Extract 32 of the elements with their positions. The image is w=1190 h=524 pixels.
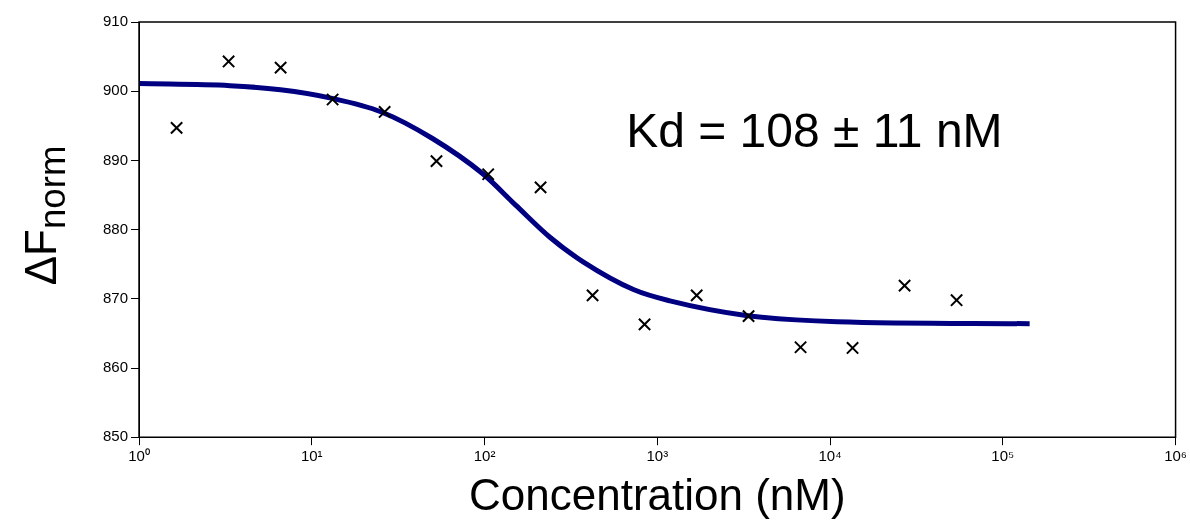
y-tick-label: 870 (103, 288, 129, 306)
point (793, 340, 808, 354)
point (949, 293, 964, 307)
point (741, 309, 756, 323)
point (377, 105, 392, 119)
y-tick-label: 910 (103, 12, 129, 30)
y-tick-label: 850 (103, 427, 129, 445)
x-tick-label: 10⁴ (818, 447, 842, 465)
x-tick-label: 10⁰ (128, 447, 150, 465)
point (429, 154, 444, 168)
y-tick-label: 900 (103, 81, 129, 99)
point (481, 167, 495, 181)
point (221, 54, 236, 69)
x-tick-label: 10⁶ (1164, 447, 1187, 465)
y-tick-label: 880 (103, 219, 129, 237)
point (325, 92, 340, 107)
point (845, 341, 860, 355)
x-axis-title: Concentration (nM) (468, 469, 846, 519)
x-tick-label: 10² (473, 447, 496, 465)
x-tick-label: 10¹ (300, 447, 323, 465)
point (637, 317, 652, 332)
point (585, 288, 600, 302)
point (533, 180, 548, 195)
x-tick-label: 10³ (646, 447, 669, 465)
point (273, 61, 288, 75)
annotation: Kd = 108 ± 11 nM (626, 104, 1003, 158)
point (897, 279, 912, 293)
x-tick-label: 10⁵ (991, 447, 1015, 465)
y-tick-label: 890 (103, 150, 129, 168)
y-tick-label: 860 (103, 358, 129, 376)
point (169, 121, 184, 135)
point (690, 288, 704, 302)
